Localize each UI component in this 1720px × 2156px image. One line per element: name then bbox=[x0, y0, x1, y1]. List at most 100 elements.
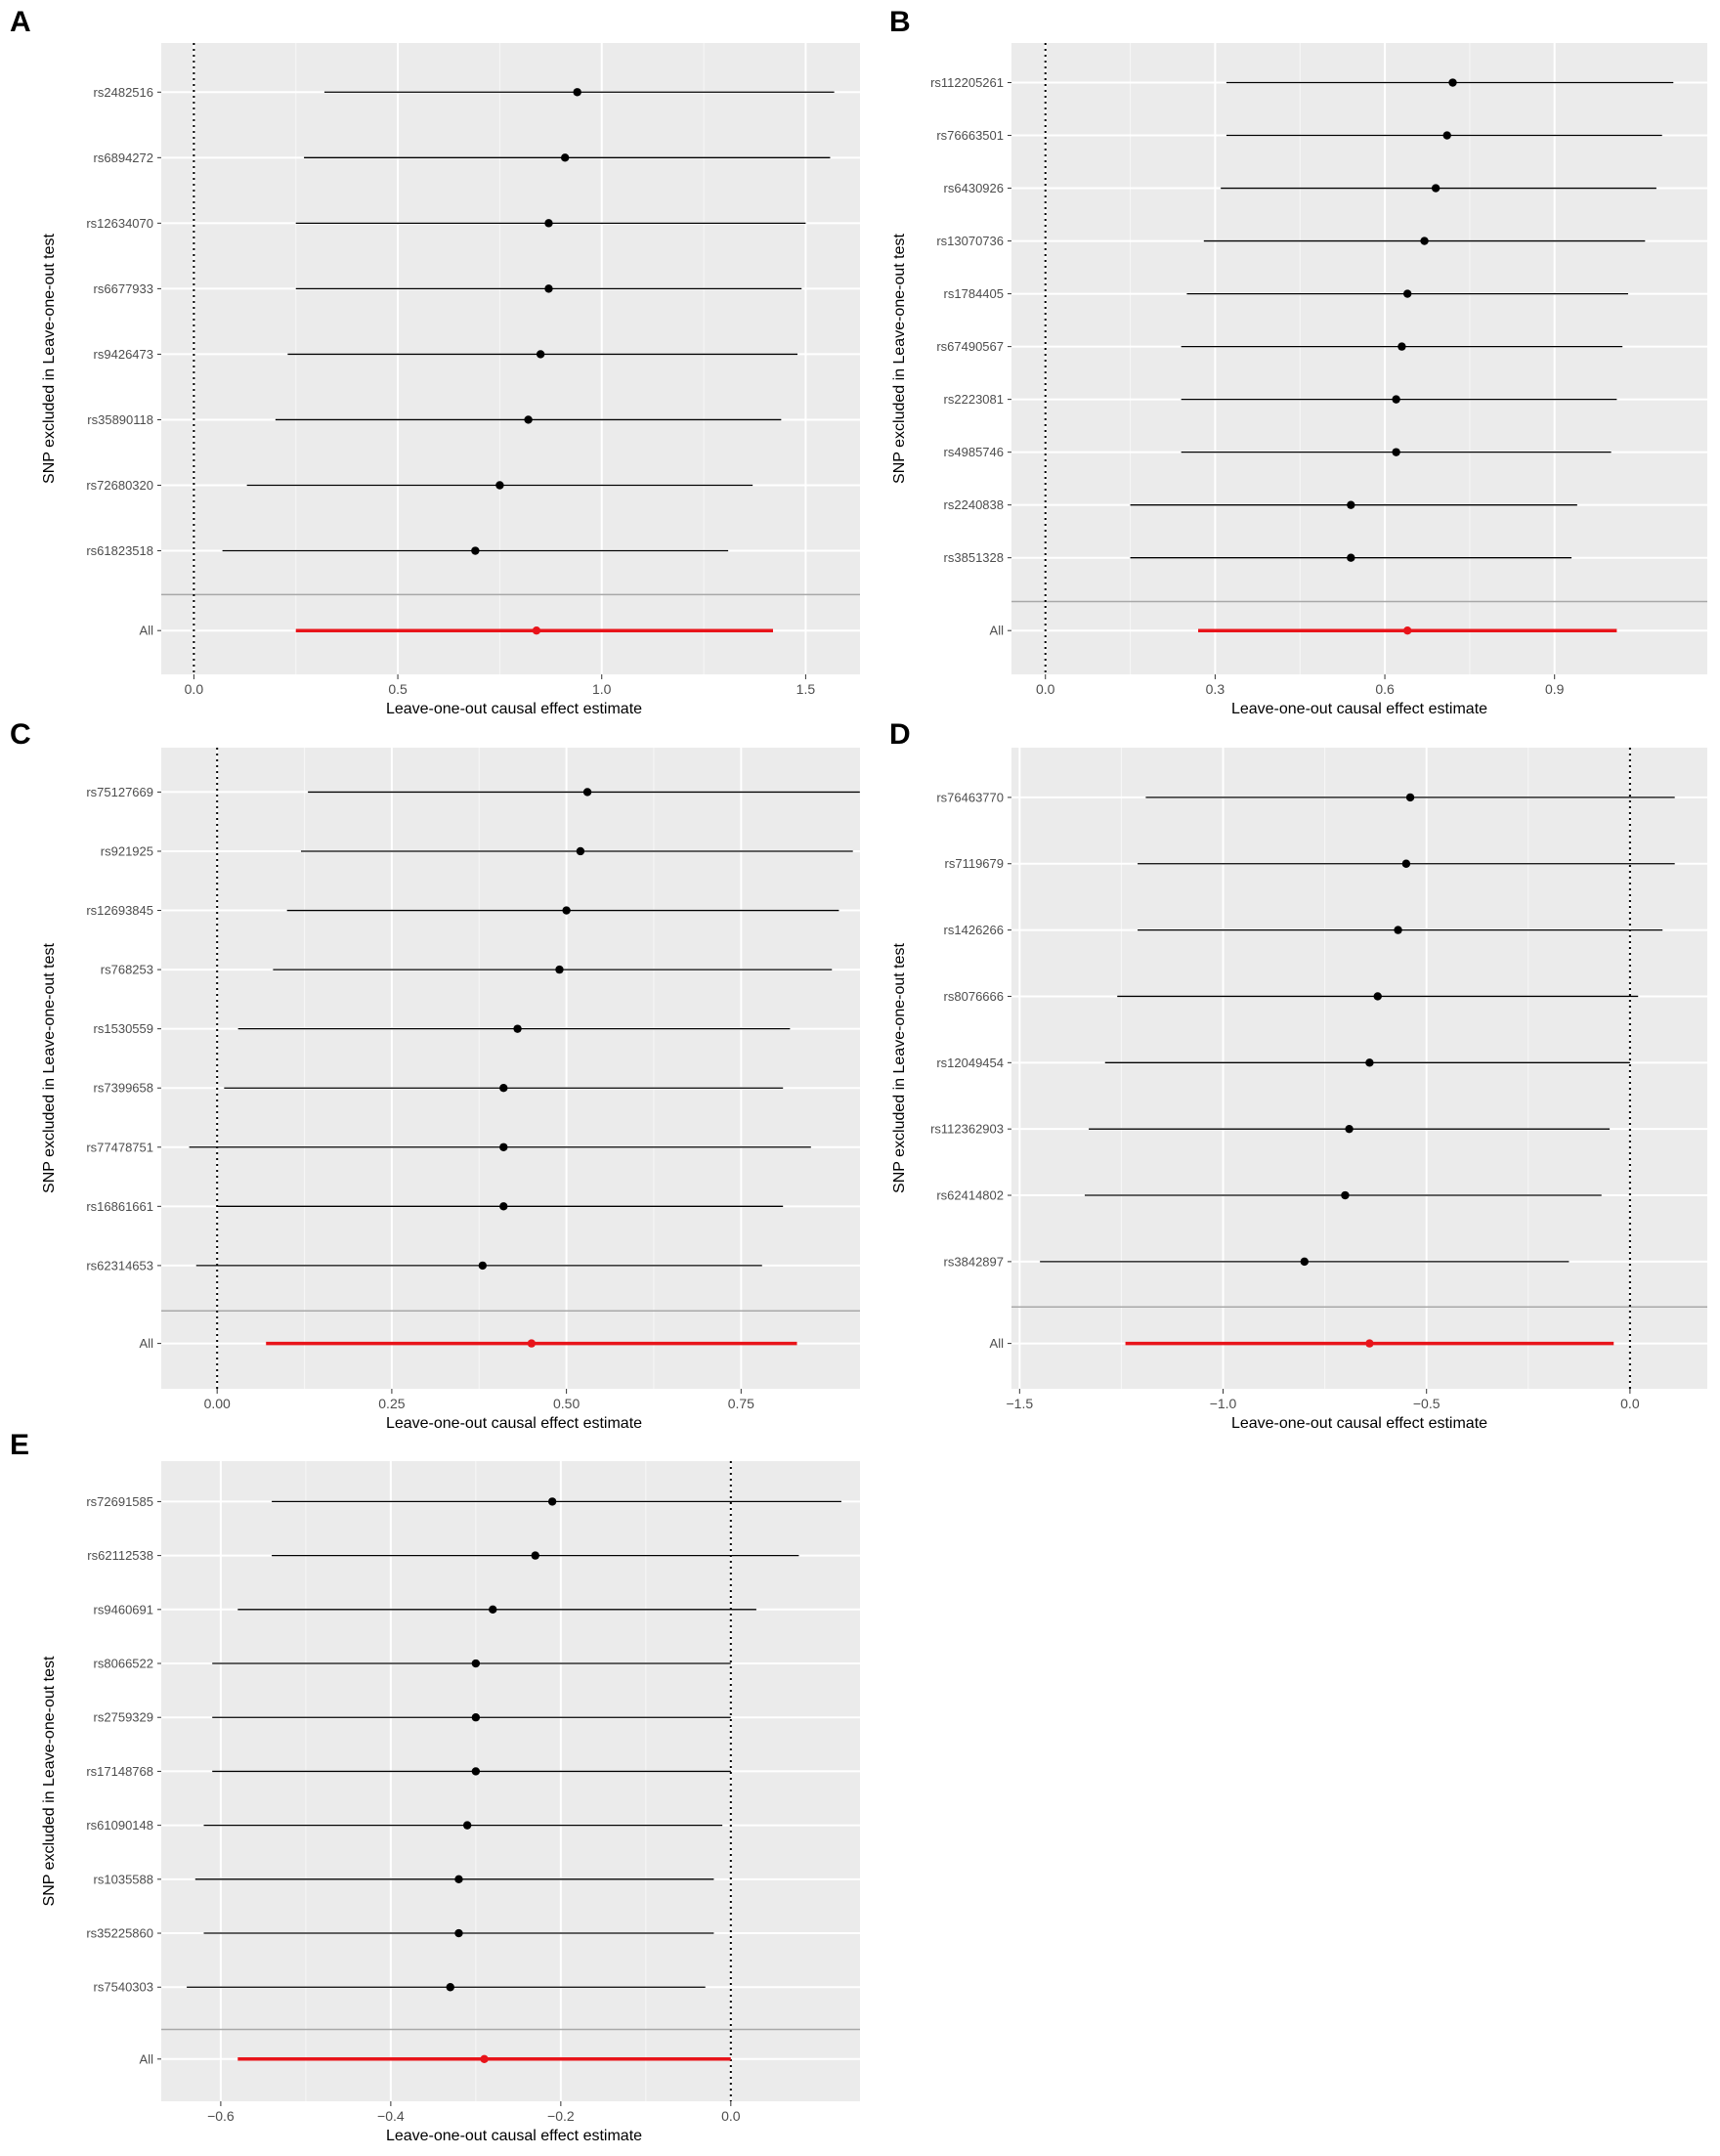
estimate-point bbox=[471, 1713, 481, 1722]
x-axis-title: Leave-one-out causal effect estimate bbox=[386, 2128, 642, 2144]
estimate-point bbox=[454, 1928, 463, 1938]
x-tick-label: 0.0 bbox=[185, 681, 204, 697]
estimate-point bbox=[1373, 992, 1382, 1001]
estimate-point bbox=[1392, 448, 1400, 456]
estimate-point bbox=[555, 965, 564, 974]
snp-label: rs2223081 bbox=[944, 392, 1004, 407]
plot-background bbox=[161, 1461, 867, 2101]
estimate-point bbox=[531, 1551, 539, 1560]
snp-label: rs1784405 bbox=[944, 286, 1004, 301]
estimate-point bbox=[478, 1261, 488, 1271]
estimate-point bbox=[1442, 131, 1451, 140]
estimate-point bbox=[446, 1983, 454, 1992]
snp-label: rs6430926 bbox=[944, 181, 1004, 195]
snp-label: rs13070736 bbox=[936, 234, 1004, 248]
snp-label: rs9426473 bbox=[94, 347, 153, 362]
overall-estimate-point bbox=[1403, 626, 1412, 635]
estimate-point bbox=[1365, 1058, 1374, 1067]
snp-label: rs12049454 bbox=[936, 1056, 1004, 1070]
x-axis-title: Leave-one-out causal effect estimate bbox=[1231, 1415, 1487, 1432]
snp-label: rs35890118 bbox=[87, 412, 153, 427]
snp-label: rs17148768 bbox=[86, 1764, 153, 1779]
x-tick-label: 0.75 bbox=[728, 1396, 754, 1411]
overall-estimate-point bbox=[532, 626, 541, 635]
panel-letter-b: B bbox=[889, 6, 911, 38]
snp-label: rs6677933 bbox=[94, 281, 153, 296]
snp-label: rs61823518 bbox=[86, 543, 153, 558]
y-axis-title: SNP excluded in Leave-one-out test bbox=[891, 234, 908, 484]
estimate-point bbox=[544, 219, 553, 228]
snp-label: rs72691585 bbox=[86, 1494, 153, 1509]
overall-estimate-point bbox=[527, 1339, 537, 1348]
x-tick-label: 0.00 bbox=[204, 1396, 231, 1411]
x-tick-label: 0.0 bbox=[721, 2108, 741, 2124]
snp-label: rs4985746 bbox=[944, 445, 1004, 459]
forest-plot-d: rs76463770 rs7119679 rs1426266 rs8076666 rs1… bbox=[891, 748, 1707, 1432]
x-tick-label: −0.4 bbox=[377, 2108, 405, 2124]
snp-label: rs8076666 bbox=[944, 989, 1004, 1004]
estimate-point bbox=[524, 415, 533, 424]
estimate-point bbox=[454, 1875, 463, 1884]
x-tick-label: 0.25 bbox=[378, 1396, 405, 1411]
overall-label: All bbox=[140, 1336, 154, 1351]
snp-label: rs62112538 bbox=[87, 1548, 153, 1563]
estimate-point bbox=[1394, 926, 1402, 934]
snp-label: rs75127669 bbox=[86, 785, 153, 799]
estimate-point bbox=[462, 1821, 472, 1830]
snp-label: rs1530559 bbox=[94, 1021, 153, 1036]
snp-label: rs112205261 bbox=[930, 75, 1004, 90]
x-tick-label: 0.50 bbox=[553, 1396, 580, 1411]
x-tick-label: −0.5 bbox=[1413, 1396, 1440, 1411]
x-tick-label: 0.0 bbox=[1620, 1396, 1640, 1411]
estimate-point bbox=[499, 1084, 508, 1093]
panel-a: A rs2482516 rs6894272 rs12634070 rs6677933 r… bbox=[0, 0, 867, 723]
snp-label: rs768253 bbox=[101, 963, 153, 977]
snp-label: rs72680320 bbox=[86, 478, 153, 493]
snp-label: rs62414802 bbox=[936, 1188, 1004, 1203]
overall-label: All bbox=[990, 1336, 1005, 1351]
x-axis-title: Leave-one-out causal effect estimate bbox=[386, 701, 642, 717]
snp-label: rs77478751 bbox=[86, 1140, 153, 1154]
estimate-point bbox=[489, 1605, 497, 1615]
snp-label: rs61090148 bbox=[86, 1818, 153, 1833]
snp-label: rs6894272 bbox=[94, 151, 153, 165]
plot-background bbox=[161, 748, 867, 1389]
estimate-point bbox=[499, 1143, 508, 1151]
estimate-point bbox=[547, 1497, 557, 1506]
snp-label: rs921925 bbox=[101, 843, 153, 858]
estimate-point bbox=[560, 153, 570, 162]
snp-label: rs76463770 bbox=[936, 790, 1004, 804]
overall-label: All bbox=[140, 624, 154, 638]
x-tick-label: −0.6 bbox=[207, 2108, 235, 2124]
estimate-point bbox=[1392, 395, 1400, 404]
x-tick-label: 0.5 bbox=[388, 681, 408, 697]
snp-label: rs1035588 bbox=[94, 1872, 153, 1886]
y-axis-title: SNP excluded in Leave-one-out test bbox=[891, 943, 908, 1193]
x-axis-title: Leave-one-out causal effect estimate bbox=[386, 1415, 642, 1432]
panel-c: C rs75127669 rs921925 rs12693845 rs768253 rs… bbox=[0, 718, 867, 1437]
forest-plot-e: rs72691585 rs62112538 rs9460691 rs8066522 rs… bbox=[41, 1461, 867, 2144]
forest-plot-a: rs2482516 rs6894272 rs12634070 rs6677933 rs9… bbox=[41, 43, 867, 717]
snp-label: rs2482516 bbox=[94, 85, 153, 100]
panel-d: D rs76463770 rs7119679 rs1426266 rs8076666 r… bbox=[860, 718, 1720, 1437]
estimate-point bbox=[1401, 859, 1411, 868]
x-tick-label: −1.5 bbox=[1007, 1396, 1034, 1411]
plot-background bbox=[161, 43, 867, 674]
snp-label: rs67490567 bbox=[936, 339, 1004, 354]
snp-label: rs7399658 bbox=[94, 1081, 153, 1096]
panel-letter-e: E bbox=[10, 1429, 30, 1461]
plot-background bbox=[1011, 43, 1707, 674]
snp-label: rs9460691 bbox=[94, 1602, 153, 1617]
snp-label: rs7540303 bbox=[94, 1980, 153, 1995]
estimate-point bbox=[513, 1024, 522, 1033]
forest-plot-b: rs112205261 rs76663501 rs6430926 rs13070736… bbox=[891, 43, 1707, 717]
estimate-point bbox=[573, 88, 581, 97]
snp-label: rs2240838 bbox=[944, 497, 1004, 512]
panel-b: B rs112205261 rs76663501 rs6430926 rs130707… bbox=[860, 0, 1720, 723]
x-axis-title: Leave-one-out causal effect estimate bbox=[1231, 701, 1487, 717]
estimate-point bbox=[471, 1659, 481, 1668]
snp-label: rs112362903 bbox=[930, 1122, 1004, 1137]
snp-label: rs12634070 bbox=[86, 216, 153, 231]
estimate-point bbox=[499, 1202, 508, 1211]
snp-label: rs35225860 bbox=[86, 1926, 153, 1941]
